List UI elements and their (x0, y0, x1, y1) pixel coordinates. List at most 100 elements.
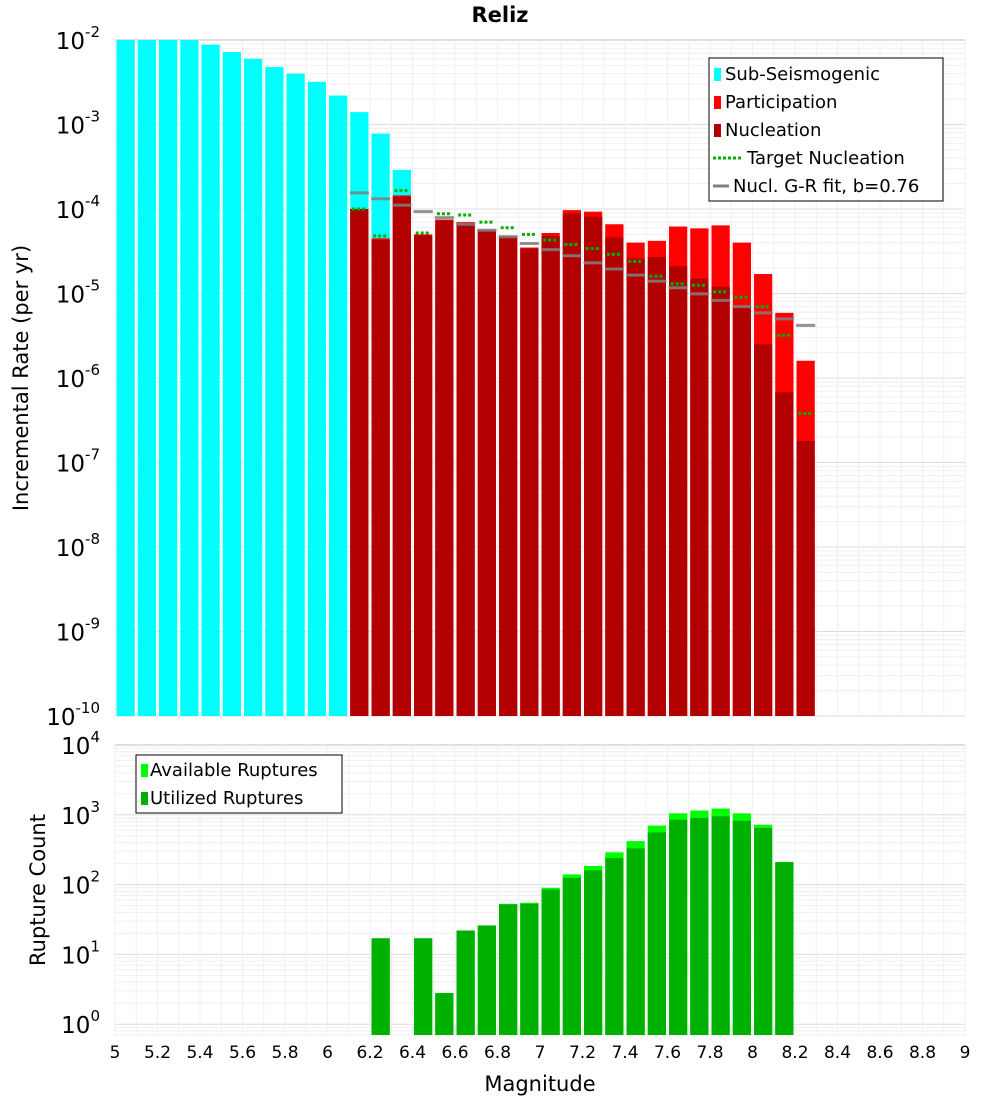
sub-seismogenic-bar (159, 40, 178, 716)
x-tick-label: 7.6 (654, 1043, 681, 1063)
top-y-tick-label: 10-10 (46, 699, 100, 731)
nucleation-bar (584, 216, 603, 716)
utilized-ruptures-bar (414, 938, 433, 1035)
top-plot-area: 10-10 10-9 10-8 10-7 10-6 10-5 10-4 10-3 10-2 In… (9, 23, 966, 731)
top-y-tick-label: 10-5 (56, 277, 100, 309)
x-tick-label: 9 (960, 1043, 971, 1063)
utilized-ruptures-bar (754, 827, 773, 1035)
legend-swatch-icon (141, 792, 148, 805)
top-y-axis-label: Incremental Rate (per yr) (9, 245, 33, 511)
utilized-ruptures-bar (775, 862, 794, 1035)
nucleation-bar (796, 440, 815, 716)
nucleation-bar (775, 392, 794, 716)
nucleation-bar (520, 248, 539, 716)
sub-seismogenic-bar (201, 44, 220, 716)
bottom-x-ticks: 5 5.2 5.4 5.6 5.8 6 6.2 6.4 6.6 6.8 7 7.2 7.4 7.6 7.8 8… (110, 1043, 971, 1063)
bottom-y-tick-label: 102 (61, 868, 100, 900)
utilized-ruptures-bar (626, 848, 645, 1035)
nucleation-bar (754, 344, 773, 716)
utilized-ruptures-bar (711, 816, 730, 1035)
x-tick-label: 8 (747, 1043, 758, 1063)
legend-label: Participation (725, 92, 837, 113)
bottom-grid (114, 745, 966, 1036)
x-tick-label: 7.4 (611, 1043, 638, 1063)
nucleation-bar (392, 196, 411, 717)
nucleation-bar (541, 235, 560, 716)
top-y-tick-label: 10-6 (56, 361, 100, 393)
utilized-ruptures-bar (732, 820, 751, 1035)
top-lines (349, 189, 816, 416)
nucleation-bar (626, 258, 645, 716)
top-y-tick-label: 10-7 (56, 446, 100, 478)
sub-seismogenic-bar (286, 73, 305, 717)
x-tick-label: 7 (535, 1043, 546, 1063)
sub-seismogenic-bar (265, 66, 284, 716)
nucleation-bar (711, 286, 730, 716)
utilized-ruptures-bar (435, 992, 454, 1035)
nucleation-bar (435, 220, 454, 716)
x-tick-label: 6.4 (399, 1043, 426, 1063)
nucleation-bar (732, 307, 751, 716)
top-bars (116, 40, 815, 717)
legend-label: Nucleation (725, 120, 821, 141)
utilized-ruptures-bar (647, 832, 666, 1035)
legend-label: Sub-Seismogenic (725, 64, 880, 85)
sub-seismogenic-bar (116, 40, 135, 716)
nucleation-bar (647, 257, 666, 716)
nucleation-bar (350, 209, 369, 716)
x-tick-label: 6.2 (356, 1043, 383, 1063)
bottom-y-axis-label: Rupture Count (26, 814, 50, 966)
utilized-ruptures-bar (456, 930, 475, 1035)
x-tick-label: 6.6 (441, 1043, 468, 1063)
x-tick-label: 8.4 (824, 1043, 851, 1063)
bottom-y-tick-label: 100 (61, 1007, 100, 1039)
bottom-plot-area: 100 101 102 103 104 5 5.2 5.4 5.6 5.8 6 6.2 6.4 6.6 6… (26, 728, 970, 1096)
utilized-ruptures-bar (477, 925, 496, 1035)
nucleation-bar (371, 239, 390, 716)
legend-label: Nucl. G-R fit, b=0.76 (733, 176, 919, 197)
bottom-bars (371, 808, 794, 1035)
bottom-y-tick-label: 103 (61, 798, 100, 830)
utilized-ruptures-bar (562, 877, 581, 1035)
bottom-legend-box (135, 754, 343, 814)
x-tick-label: 7.2 (569, 1043, 596, 1063)
x-tick-label: 8.8 (909, 1043, 936, 1063)
sub-seismogenic-bar (180, 40, 199, 716)
utilized-ruptures-bar (371, 938, 390, 1035)
utilized-ruptures-bar (690, 817, 709, 1035)
bottom-y-tick-label: 101 (61, 937, 100, 969)
nucleation-bar (477, 230, 496, 716)
sub-seismogenic-bar (329, 95, 348, 716)
bottom-y-ticks: 100 101 102 103 104 (61, 728, 100, 1039)
legend-label: Target Nucleation (746, 148, 905, 169)
sub-seismogenic-bar (244, 58, 263, 717)
top-legend: Sub-Seismogenic Participation Nucleation Ta… (708, 57, 944, 202)
nucleation-bar (690, 278, 709, 716)
x-tick-label: 8.6 (866, 1043, 893, 1063)
top-y-tick-label: 10-9 (56, 615, 100, 647)
nucleation-bar (456, 223, 475, 716)
sub-seismogenic-bar (307, 81, 326, 717)
top-y-ticks: 10-10 10-9 10-8 10-7 10-6 10-5 10-4 10-3 10-2 (46, 23, 100, 731)
x-tick-label: 5 (110, 1043, 121, 1063)
nucleation-bar (499, 236, 518, 716)
top-y-tick-label: 10-4 (56, 192, 100, 224)
chart-title: Reliz (471, 3, 528, 27)
x-tick-label: 6.8 (484, 1043, 511, 1063)
utilized-ruptures-bar (499, 904, 518, 1035)
legend-label: Available Ruptures (150, 760, 318, 781)
x-tick-label: 5.8 (271, 1043, 298, 1063)
sub-seismogenic-bar (137, 40, 156, 716)
nucleation-bar (562, 213, 581, 716)
x-tick-label: 7.8 (696, 1043, 723, 1063)
legend-label: Utilized Ruptures (150, 788, 303, 809)
top-legend-box (708, 57, 944, 202)
nucleation-bar (414, 235, 433, 716)
bottom-legend: Available Ruptures Utilized Ruptures (135, 754, 343, 814)
utilized-ruptures-bar (669, 819, 688, 1035)
x-tick-label: 5.4 (186, 1043, 213, 1063)
top-y-tick-label: 10-3 (56, 108, 100, 140)
legend-swatch-icon (714, 96, 721, 109)
x-tick-label: 5.2 (144, 1043, 171, 1063)
